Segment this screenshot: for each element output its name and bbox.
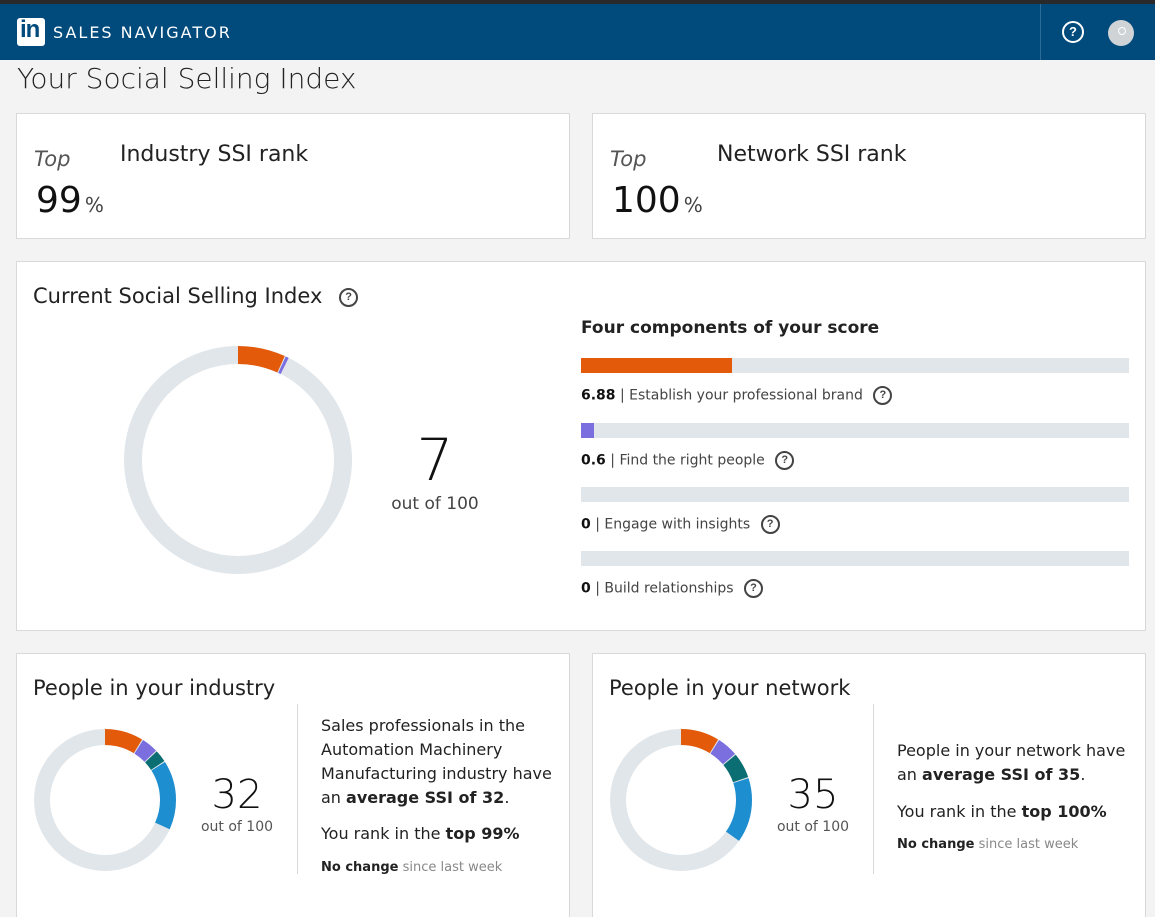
network-title: People in your network <box>609 676 851 700</box>
network-divider <box>873 704 874 874</box>
question-circle-icon[interactable]: ? <box>744 579 764 598</box>
component-label-people: 0.6 | Find the right people ? <box>581 451 795 470</box>
question-circle-icon[interactable]: ? <box>760 515 780 534</box>
network-donut <box>610 729 752 871</box>
industry-donut-segments <box>34 729 176 871</box>
page-title: Your Social Selling Index <box>17 62 357 95</box>
component-label-insights: 0 | Engage with insights ? <box>581 515 780 534</box>
network-rank-card: Top 100% Network SSI rank <box>592 113 1146 239</box>
components-title: Four components of your score <box>581 318 880 338</box>
industry-score: 32 <box>211 772 263 818</box>
network-score-sub: out of 100 <box>776 819 850 835</box>
industry-change-text: No change since last week <box>321 860 503 875</box>
current-ssi-title: Current Social Selling Index <box>33 284 323 308</box>
current-ssi-title-row: Current Social Selling Index ? <box>33 284 359 308</box>
network-rank-value-wrap: 100% <box>612 180 703 221</box>
current-ssi-donut <box>124 346 352 574</box>
industry-rank-value: 99 <box>36 180 82 221</box>
donut-segment <box>124 346 352 574</box>
component-bar-fill-brand <box>581 358 732 373</box>
question-circle-icon[interactable]: ? <box>873 386 893 405</box>
network-rank-value: 100 <box>612 180 681 221</box>
network-rank-prefix: Top <box>610 147 647 171</box>
industry-rank-label: Industry SSI rank <box>120 142 309 167</box>
network-change-text: No change since last week <box>897 837 1079 852</box>
network-rank-label: Network SSI rank <box>717 142 907 167</box>
industry-rank-value-wrap: 99% <box>36 180 104 221</box>
network-score: 35 <box>787 772 839 818</box>
component-bar-people <box>581 423 1129 438</box>
navbar-divider <box>1040 4 1041 60</box>
donut-segment <box>610 729 752 871</box>
network-donut-segments <box>610 729 752 871</box>
donut-track <box>124 346 352 574</box>
brand-name[interactable]: SALES NAVIGATOR <box>53 23 232 42</box>
user-avatar-icon[interactable] <box>1108 20 1134 46</box>
question-circle-icon[interactable]: ? <box>1062 21 1084 43</box>
donut-segment <box>34 729 176 871</box>
current-ssi-donut-segments <box>124 346 352 574</box>
network-rank-unit: % <box>683 193 703 217</box>
industry-rank-unit: % <box>84 193 104 217</box>
network-description: People in your network have an average S… <box>897 741 1126 784</box>
industry-score-sub: out of 100 <box>200 819 274 835</box>
donut-segment <box>34 729 176 871</box>
linkedin-logo[interactable]: in <box>17 16 45 46</box>
current-ssi-score: 7 <box>416 426 454 494</box>
component-label-brand: 6.88 | Establish your professional brand… <box>581 386 893 405</box>
question-circle-icon[interactable]: ? <box>339 287 359 307</box>
window-top-border <box>0 0 1155 4</box>
component-label-relationships: 0 | Build relationships ? <box>581 579 764 598</box>
current-ssi-score-sub: out of 100 <box>391 494 479 514</box>
industry-title: People in your industry <box>33 676 276 700</box>
industry-divider <box>297 704 298 874</box>
industry-donut <box>34 729 176 871</box>
industry-rank-prefix: Top <box>34 147 71 171</box>
top-navbar: in SALES NAVIGATOR ? <box>0 4 1155 60</box>
current-ssi-card: Current Social Selling Index ? 7 out of … <box>16 261 1146 631</box>
industry-rank-card: Top 99% Industry SSI rank <box>16 113 570 239</box>
industry-card: People in your industry 32 out of 100 Sa… <box>16 653 570 917</box>
component-bar-fill-people <box>581 423 595 438</box>
component-bar-relationships <box>581 551 1129 566</box>
industry-rank-text: You rank in the top 99% <box>321 824 520 843</box>
industry-description: Sales professionals in the Automation Ma… <box>321 716 552 807</box>
donut-segment <box>610 729 752 871</box>
component-bar-brand <box>581 358 1129 373</box>
network-rank-text: You rank in the top 100% <box>897 802 1107 821</box>
component-bar-insights <box>581 487 1129 502</box>
network-card: People in your network 35 out of 100 Peo… <box>592 653 1146 917</box>
question-circle-icon[interactable]: ? <box>775 451 795 470</box>
